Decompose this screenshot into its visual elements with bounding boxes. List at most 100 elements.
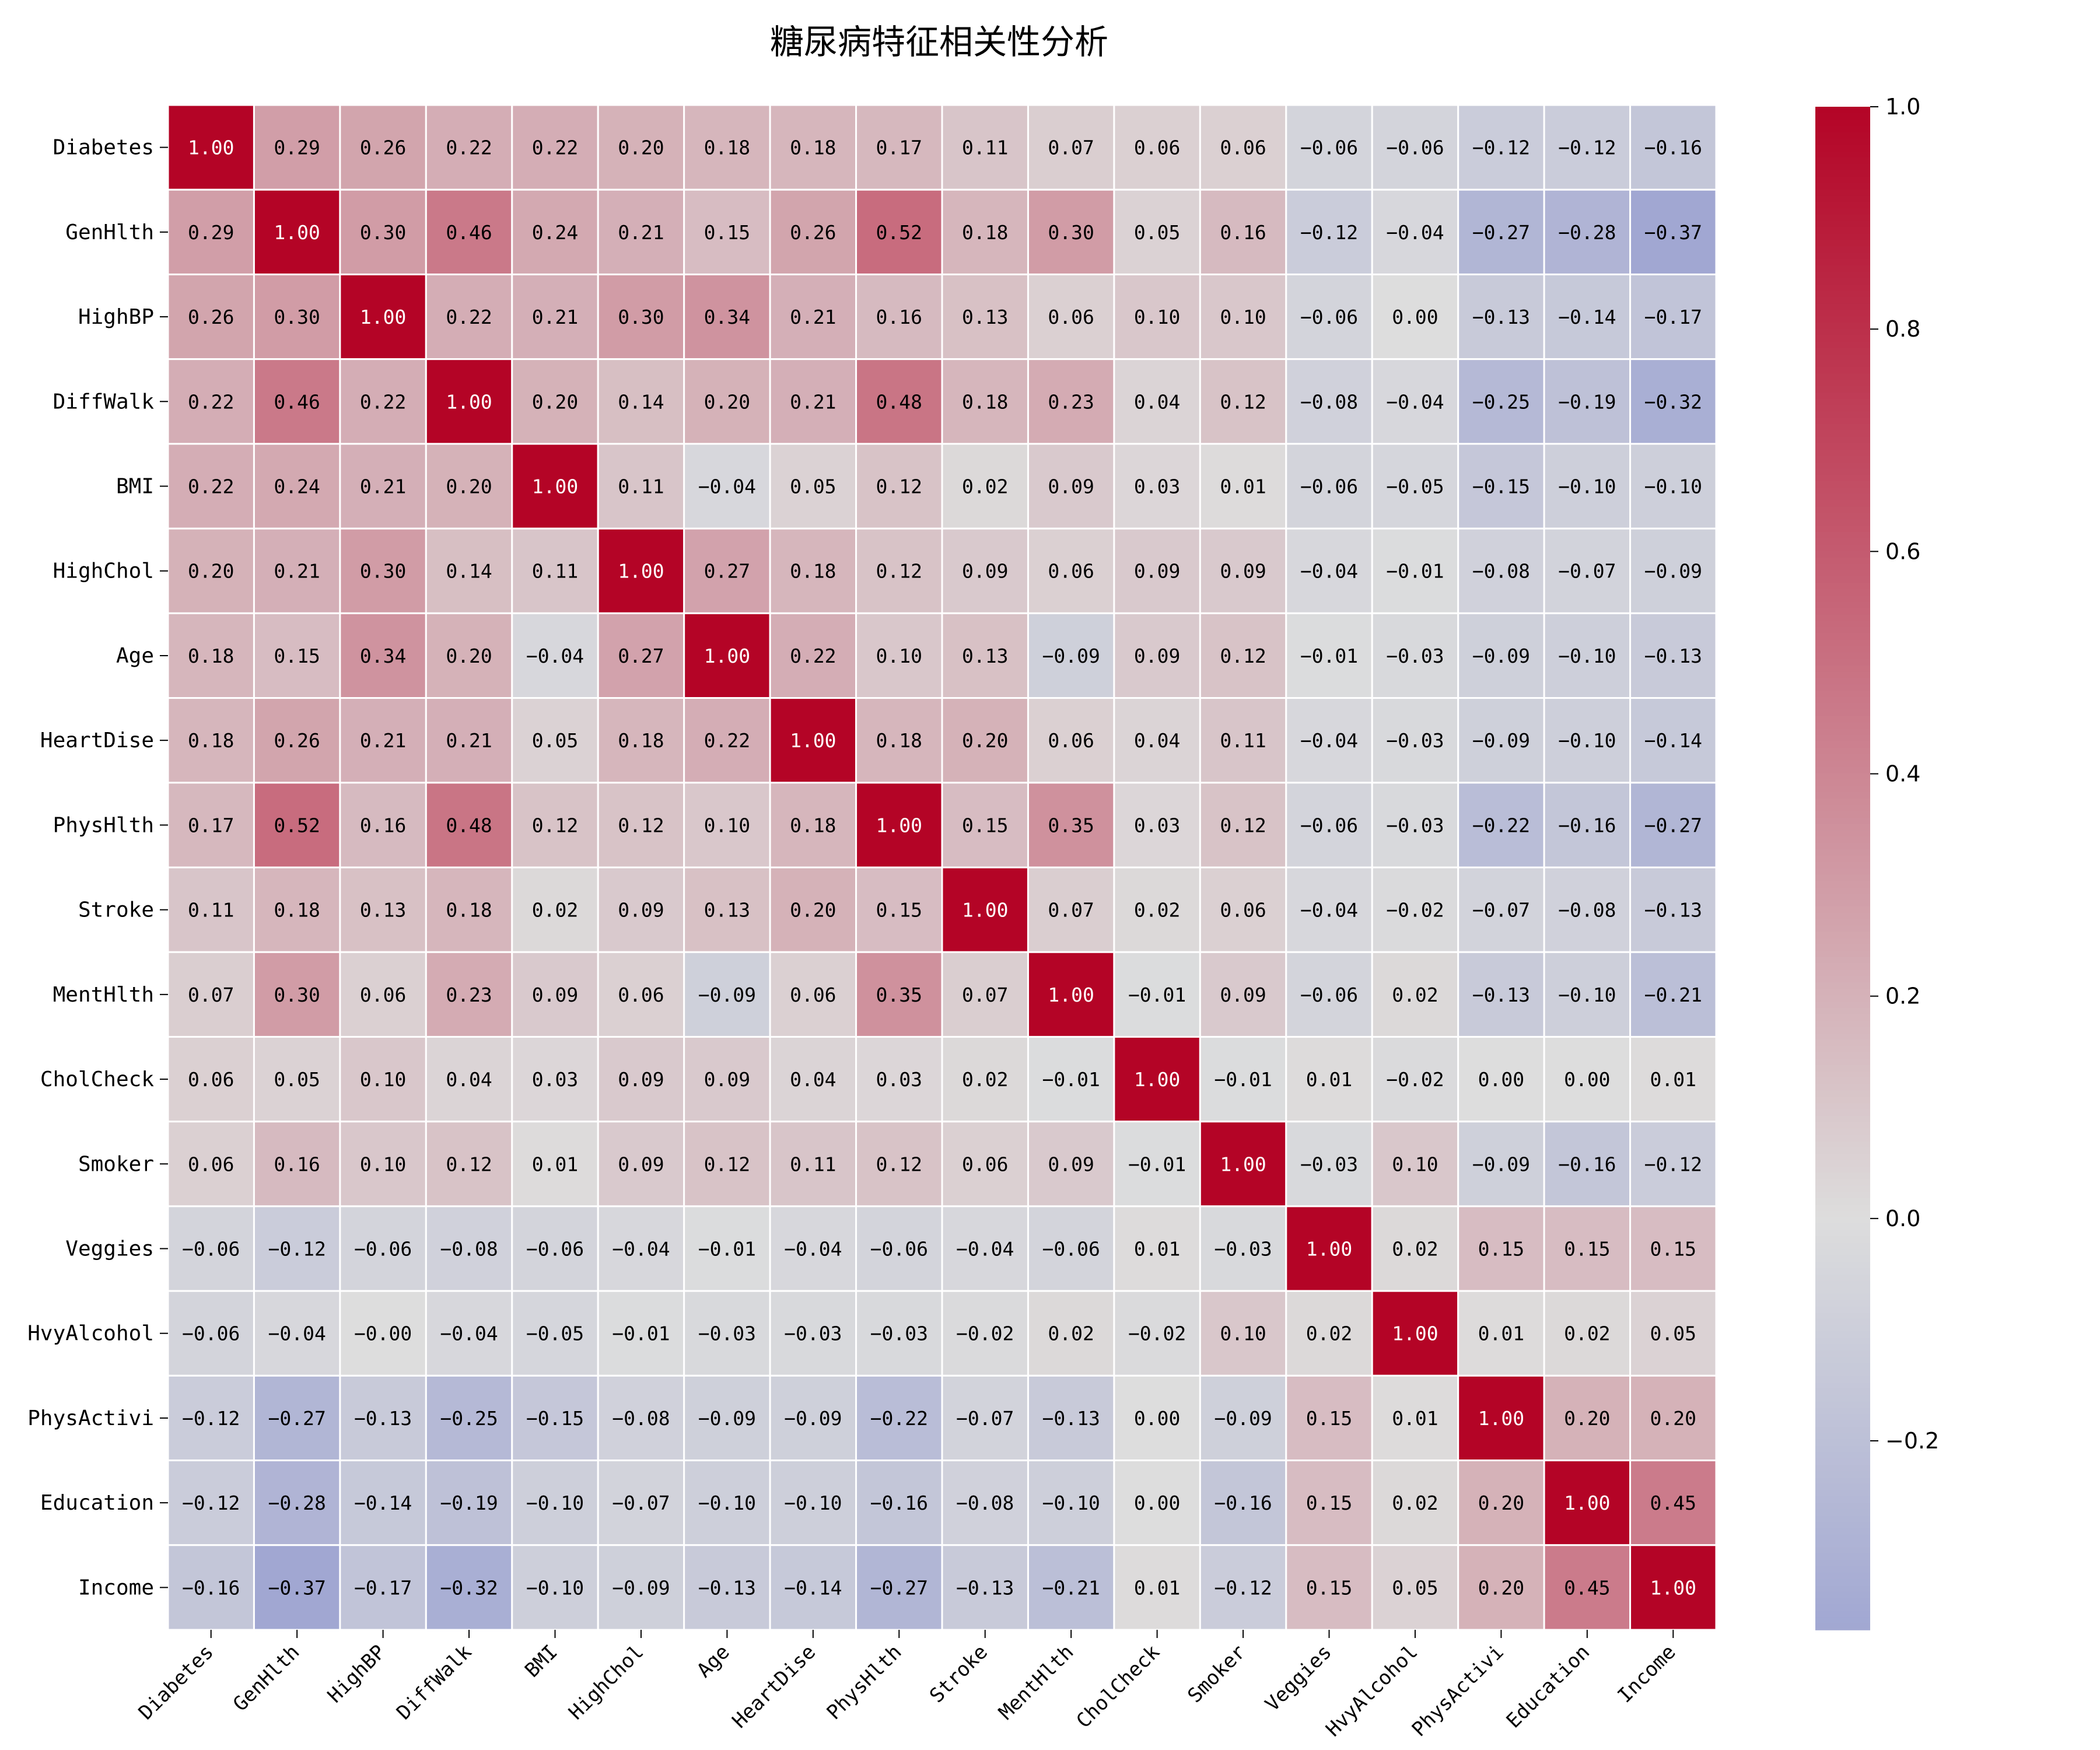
colorbar-segment	[1815, 1578, 1870, 1586]
heatmap-cell	[1371, 273, 1460, 360]
colorbar-segment	[1815, 1192, 1870, 1199]
heatmap-cell-value: 0.06	[962, 1153, 1008, 1175]
heatmap-cell-value: −0.01	[1128, 984, 1186, 1006]
heatmap-cell	[769, 612, 858, 699]
heatmap-cell	[1457, 612, 1545, 699]
heatmap-cell-value: 0.20	[532, 390, 578, 413]
heatmap-cell-value: 0.23	[446, 984, 492, 1006]
heatmap-cell-value: 0.24	[274, 475, 320, 498]
heatmap-cell-values: 1.00 0.29 0.26 0.22 0.22 0.20 0.18 0.18 0.17 0.11…	[182, 136, 1702, 1600]
colorbar-segment	[1815, 335, 1870, 342]
heatmap-cell-value: −0.03	[1214, 1238, 1272, 1261]
colorbar-segment	[1815, 760, 1870, 768]
heatmap-cell-value: 0.09	[618, 1068, 664, 1091]
colorbar-segment	[1815, 1033, 1870, 1041]
heatmap-cell	[339, 1121, 427, 1208]
heatmap-cell-value: 0.12	[876, 1153, 922, 1175]
heatmap-cell-value: 0.30	[618, 306, 664, 328]
heatmap-cell-value: 0.35	[876, 984, 922, 1006]
heatmap-cell-value: 0.18	[704, 136, 750, 159]
heatmap-cell	[1113, 1544, 1201, 1631]
heatmap-cell	[253, 188, 341, 275]
heatmap-cell-value: 0.09	[1048, 475, 1094, 498]
colorbar-segment	[1815, 1623, 1870, 1630]
colorbar-segment	[1815, 341, 1870, 349]
heatmap-cell	[597, 104, 685, 191]
colorbar-segment	[1815, 868, 1870, 876]
heatmap-cell	[425, 273, 513, 360]
heatmap-cell	[1543, 951, 1632, 1038]
colorbar-segment	[1815, 202, 1870, 209]
heatmap-cell-value: −0.27	[1472, 221, 1530, 244]
heatmap-cell-value: 0.18	[274, 899, 320, 922]
colorbar-segment	[1815, 1255, 1870, 1262]
heatmap-cell-value: −0.01	[698, 1238, 756, 1261]
heatmap-cell-value: 1.00	[962, 899, 1008, 922]
heatmap-cell-value: 0.13	[962, 645, 1008, 667]
heatmap-cell-value: 0.18	[962, 221, 1008, 244]
heatmap-cell-value: −0.09	[612, 1576, 670, 1599]
heatmap-cell-value: 0.16	[1220, 221, 1266, 244]
heatmap-cell-value: 0.09	[618, 899, 664, 922]
heatmap-cell	[1113, 273, 1201, 360]
colorbar-segment	[1815, 1490, 1870, 1497]
heatmap-cell-value: 0.05	[790, 475, 836, 498]
heatmap-cell	[1285, 612, 1373, 699]
heatmap-cell	[1113, 358, 1201, 445]
heatmap-cell-value: −0.17	[1644, 306, 1702, 328]
heatmap-cell-value: −0.01	[1214, 1068, 1272, 1091]
heatmap-cell-value: 0.00	[1478, 1068, 1524, 1091]
heatmap-cell	[339, 1205, 427, 1292]
heatmap-cell-value: −0.01	[1042, 1068, 1100, 1091]
heatmap-cell-value: −0.03	[784, 1322, 842, 1345]
heatmap-cell-value: 0.10	[1134, 306, 1180, 328]
colorbar-segment	[1815, 1058, 1870, 1066]
colorbar-segment	[1815, 1426, 1870, 1434]
colorbar-segment	[1815, 1363, 1870, 1370]
colorbar-segment	[1815, 1230, 1870, 1237]
colorbar-segment	[1815, 792, 1870, 799]
heatmap-cell-value: 0.10	[360, 1153, 406, 1175]
y-axis-tick-label: Income	[78, 1576, 154, 1600]
heatmap-cell	[1027, 1290, 1115, 1377]
heatmap-cell	[941, 443, 1029, 530]
colorbar-segment	[1815, 811, 1870, 818]
colorbar-segment	[1815, 1172, 1870, 1180]
heatmap-cell-value: −0.10	[1042, 1492, 1100, 1514]
colorbar-segment	[1815, 614, 1870, 622]
heatmap-cell-value: 0.10	[876, 645, 922, 667]
heatmap-cell-value: −0.12	[1644, 1153, 1702, 1175]
heatmap-cell-value: 0.07	[1048, 899, 1094, 922]
heatmap-cell-value: 1.00	[876, 814, 922, 836]
heatmap-cell-value: 0.03	[532, 1068, 578, 1091]
colorbar-segment	[1815, 430, 1870, 438]
heatmap-cell	[339, 782, 427, 869]
heatmap-cell	[1543, 527, 1632, 614]
heatmap-cell-value: 0.15	[962, 814, 1008, 836]
heatmap-cell-value: 0.04	[1134, 390, 1180, 413]
heatmap-cell-value: 0.15	[1564, 1238, 1610, 1261]
heatmap-cell-value: 0.15	[1306, 1492, 1352, 1514]
colorbar-segment	[1815, 601, 1870, 609]
colorbar-segment	[1815, 170, 1870, 177]
colorbar-segment	[1815, 633, 1870, 640]
heatmap-cell-value: 0.12	[704, 1153, 750, 1175]
heatmap-cell-value: −0.07	[1472, 899, 1530, 922]
heatmap-cell-value: 0.21	[790, 390, 836, 413]
heatmap-cell-value: 0.06	[1134, 136, 1180, 159]
heatmap-cell	[1457, 443, 1545, 530]
heatmap-cell-value: −0.27	[1644, 814, 1702, 836]
heatmap-cell-value: 0.06	[188, 1068, 234, 1091]
heatmap-cell	[167, 104, 255, 191]
heatmap-cell	[941, 273, 1029, 360]
colorbar-segment	[1815, 310, 1870, 317]
colorbar-segment	[1815, 1166, 1870, 1174]
heatmap-cell-value: −0.09	[698, 1407, 756, 1430]
heatmap-cell-value: 0.05	[274, 1068, 320, 1091]
colorbar-segment	[1815, 1471, 1870, 1478]
heatmap-cell-value: 1.00	[790, 729, 836, 752]
heatmap-cell	[1629, 697, 1717, 784]
colorbar-segment	[1815, 1528, 1870, 1535]
heatmap-cell	[253, 782, 341, 869]
heatmap-cell-value: −0.12	[182, 1492, 240, 1514]
